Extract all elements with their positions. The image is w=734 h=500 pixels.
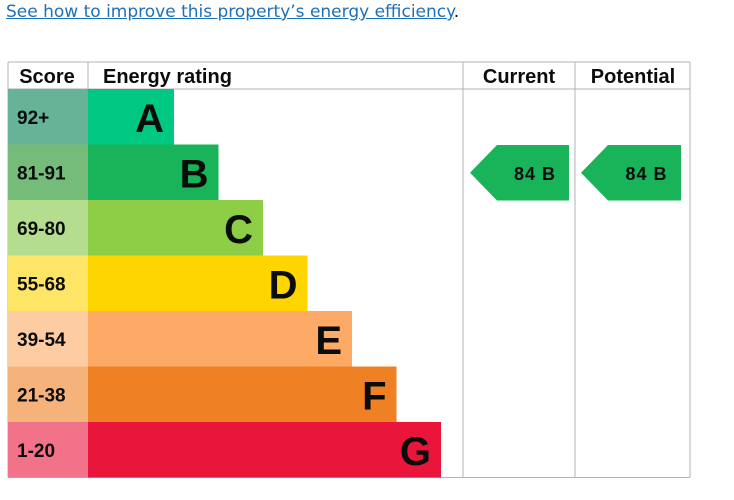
table-headers: Score Energy rating Current Potential	[19, 66, 675, 88]
score-label-f: 21-38	[17, 385, 66, 406]
link-suffix: .	[453, 2, 460, 22]
rating-letter-a: A	[135, 97, 164, 141]
rating-bar-c	[88, 200, 263, 256]
rating-bar-b	[88, 144, 219, 200]
header-current: Current	[483, 66, 556, 88]
improve-link-line: See how to improve this property’s energ…	[6, 2, 459, 22]
score-label-d: 55-68	[17, 274, 66, 295]
score-cell-f	[8, 366, 88, 422]
potential-label: 84 B	[625, 164, 667, 184]
rating-letter-d: D	[269, 263, 298, 307]
potential-arrow	[581, 145, 681, 201]
rating-bar-e	[88, 311, 352, 367]
score-label-c: 69-80	[17, 219, 66, 240]
score-label-a: 92+	[17, 108, 49, 129]
score-label-g: 1-20	[17, 441, 55, 462]
improve-efficiency-link[interactable]: See how to improve this property’s energ…	[6, 2, 454, 22]
rating-bar-a	[88, 89, 174, 145]
score-cell-c	[8, 200, 88, 256]
score-label-e: 39-54	[17, 330, 66, 351]
rating-letter-b: B	[180, 152, 209, 196]
score-cell-d	[8, 255, 88, 311]
score-cell-a	[8, 89, 88, 145]
rating-letter-e: E	[315, 319, 342, 363]
score-cell-e	[8, 311, 88, 367]
rating-bar-g	[88, 422, 441, 478]
score-label-b: 81-91	[17, 163, 66, 184]
rating-letter-g: G	[400, 430, 431, 474]
header-potential: Potential	[591, 66, 675, 88]
rating-bar-d	[88, 255, 308, 311]
score-cell-g	[8, 422, 88, 478]
current-arrow	[470, 145, 569, 201]
header-energy-rating: Energy rating	[103, 66, 232, 88]
header-score: Score	[19, 66, 75, 88]
rating-letter-c: C	[224, 208, 253, 252]
score-cell-b	[8, 144, 88, 200]
rating-letter-f: F	[362, 374, 386, 418]
current-label: 84 B	[514, 164, 556, 184]
rating-bands: 92+ A 81-91 B 69-80 C 55-68 D 39-54 E 21-38 F 1-20 G	[8, 89, 441, 478]
rating-arrows: 84 B 84 B	[470, 145, 681, 201]
rating-bar-f	[88, 366, 397, 422]
